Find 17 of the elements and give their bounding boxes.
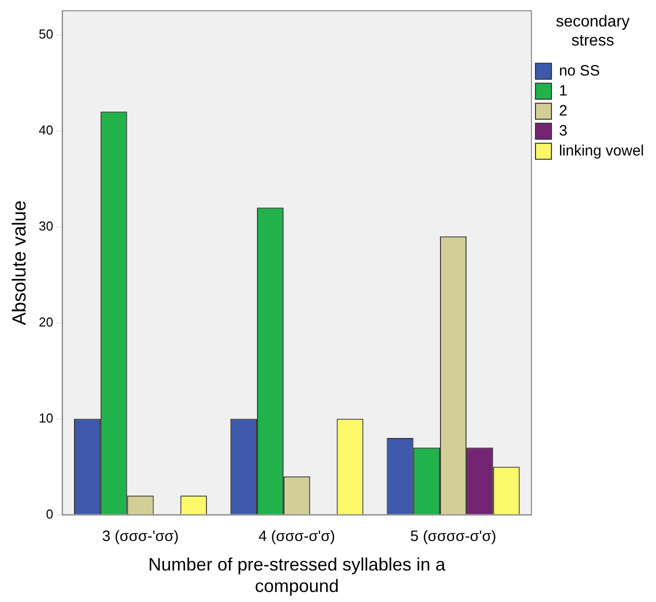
y-tick-label: 40 <box>38 122 54 138</box>
x-tick-label: 4 (σσσ-σ'σ) <box>258 528 336 545</box>
y-tick-label: 0 <box>46 506 54 522</box>
y-tick-label: 10 <box>38 410 54 426</box>
x-tick-label: 3 (σσσ-'σσ) <box>102 528 179 545</box>
y-axis-title: Absolute value <box>10 200 31 326</box>
legend-label: 1 <box>558 82 568 100</box>
y-tick-label: 50 <box>38 26 54 42</box>
legend-label: no SS <box>558 62 600 80</box>
legend-label: 2 <box>558 102 568 120</box>
legend-label: 3 <box>558 122 568 140</box>
y-tick-label: 30 <box>38 218 54 234</box>
y-tick-label: 20 <box>38 314 54 330</box>
legend-label: linking vowel <box>558 142 644 160</box>
x-axis-title: Number of pre-stressed syllables in a compound <box>148 554 446 596</box>
legend-title: secondary stress <box>556 13 630 50</box>
x-tick-label: 5 (σσσσ-σ'σ) <box>410 528 496 545</box>
